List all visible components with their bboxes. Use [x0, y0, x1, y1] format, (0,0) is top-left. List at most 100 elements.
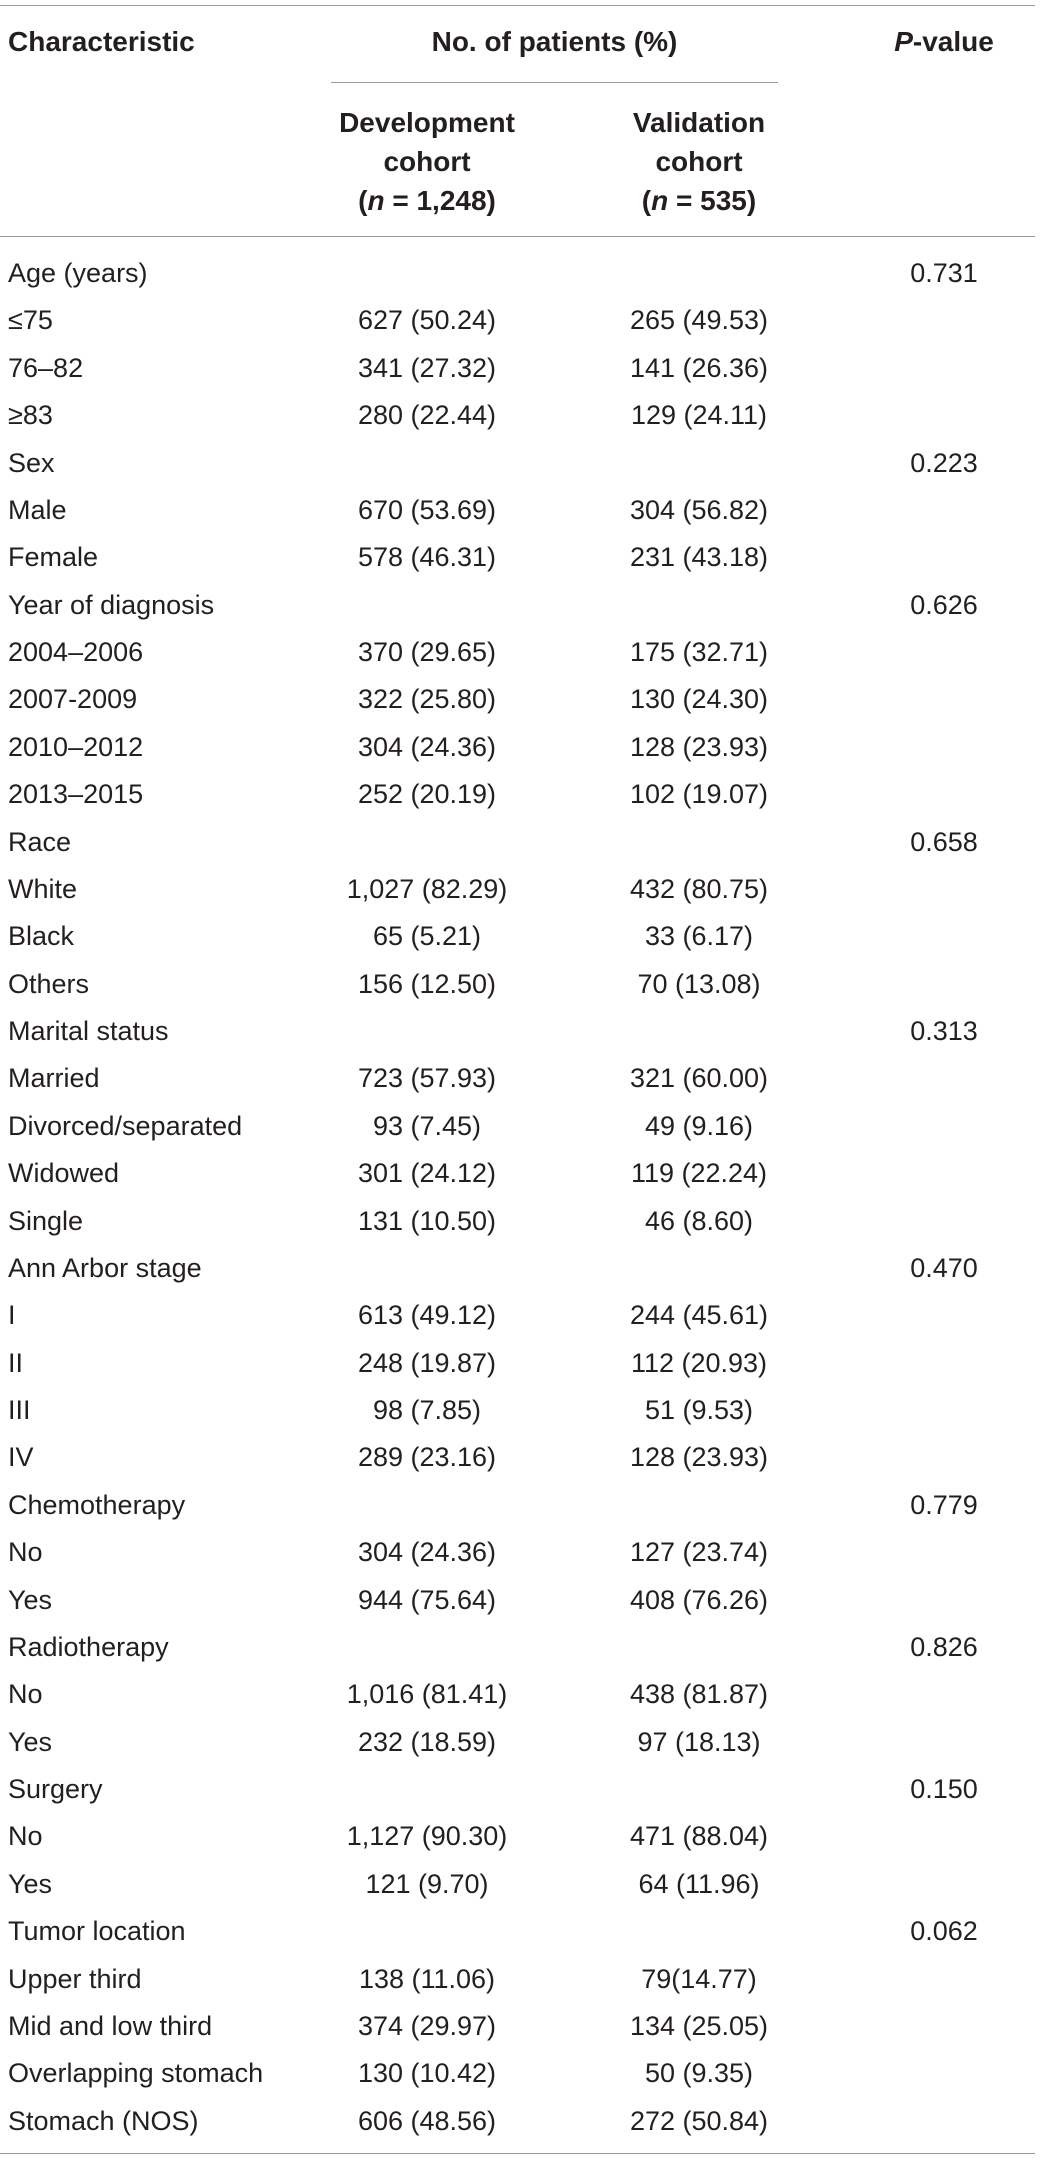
table-row: Upper third 138 (11.06) 79(14.77)	[0, 1956, 1040, 2003]
development-cohort-value: 1,127 (90.30)	[346, 1821, 508, 1852]
row-label: ≥83	[8, 400, 53, 431]
table-row: I 613 (49.12) 244 (45.61)	[0, 1292, 1040, 1339]
validation-cohort-value: 50 (9.35)	[644, 2058, 754, 2089]
header-val-n-rest: = 535)	[668, 185, 757, 216]
row-label: Year of diagnosis	[8, 589, 215, 620]
row-label: Others	[8, 968, 90, 999]
table-row: 2010–2012 304 (24.36) 128 (23.93)	[0, 724, 1040, 771]
header-dev-n: (n = 1,248)	[317, 181, 537, 220]
row-label: Single	[8, 1205, 84, 1236]
table-row: 76–82 341 (27.32) 141 (26.36)	[0, 345, 1040, 392]
development-cohort-value: 1,016 (81.41)	[346, 1679, 508, 1710]
header-patient-count-group: No. of patients (%)	[431, 26, 678, 57]
table-row: No 304 (24.36) 127 (23.74)	[0, 1529, 1040, 1576]
p-value: 0.826	[910, 1631, 978, 1662]
table-row: Single 131 (10.50) 46 (8.60)	[0, 1198, 1040, 1245]
header-p-value-italic: P	[894, 26, 913, 57]
development-cohort-value: 723 (57.93)	[357, 1063, 497, 1094]
row-label: 2013–2015	[8, 779, 144, 810]
validation-cohort-value: 128 (23.93)	[629, 731, 769, 762]
table-row: Black 65 (5.21) 33 (6.17)	[0, 913, 1040, 960]
table-row: II 248 (19.87) 112 (20.93)	[0, 1340, 1040, 1387]
validation-cohort-value: 175 (32.71)	[629, 637, 769, 667]
header-dev-n-rest: = 1,248)	[384, 185, 496, 216]
table-row: Age (years) 0.731	[0, 250, 1040, 297]
row-label: Ann Arbor stage	[8, 1252, 202, 1283]
development-cohort-value: 252 (20.19)	[357, 779, 497, 810]
development-cohort-value: 65 (5.21)	[372, 921, 482, 952]
table-row: Stomach (NOS) 606 (48.56) 272 (50.84)	[0, 2098, 1040, 2145]
development-cohort-value: 374 (29.97)	[357, 2010, 497, 2041]
validation-cohort-value: 127 (23.74)	[629, 1537, 769, 1568]
header-dev-n-var: n	[367, 185, 385, 216]
table-row: Sex 0.223	[0, 440, 1040, 487]
header-validation-cohort: Validation cohort (n = 535)	[589, 103, 809, 220]
validation-cohort-value: 304 (56.82)	[629, 494, 769, 525]
development-cohort-value: 670 (53.69)	[357, 494, 497, 525]
row-label: ≤75	[8, 305, 53, 336]
table-row: Mid and low third 374 (29.97) 134 (25.05)	[0, 2003, 1040, 2050]
table-row: 2004–2006 370 (29.65) 175 (32.71)	[0, 629, 1040, 676]
development-cohort-value: 341 (27.32)	[357, 352, 497, 383]
row-label: I	[8, 1300, 16, 1331]
table-body: Age (years) 0.731 ≤75 627 (50.24) 265 (49.53…	[0, 250, 1040, 2145]
table-row: III 98 (7.85) 51 (9.53)	[0, 1387, 1040, 1434]
validation-cohort-value: 46 (8.60)	[644, 1205, 754, 1236]
validation-cohort-value: 129 (24.11)	[630, 400, 768, 431]
table-row: No 1,016 (81.41) 438 (81.87)	[0, 1671, 1040, 1718]
row-label: 2010–2012	[8, 731, 144, 762]
row-label: White	[8, 873, 78, 904]
header-development-cohort: Development cohort (n = 1,248)	[317, 103, 537, 220]
validation-cohort-value: 141 (26.36)	[629, 352, 769, 383]
table-row: Male 670 (53.69) 304 (56.82)	[0, 487, 1040, 534]
validation-cohort-value: 134 (25.05)	[629, 2010, 769, 2041]
validation-cohort-value: 130 (24.30)	[629, 684, 769, 715]
development-cohort-value: 98 (7.85)	[372, 1395, 482, 1425]
p-value: 0.779	[910, 1489, 978, 1520]
p-value: 0.626	[910, 589, 978, 620]
header-dev-line1: Development	[339, 107, 515, 138]
header-val-n-var: n	[651, 185, 669, 216]
development-cohort-value: 156 (12.50)	[357, 968, 497, 999]
table-row: Year of diagnosis 0.626	[0, 582, 1040, 629]
development-cohort-value: 613 (49.12)	[357, 1300, 497, 1331]
development-cohort-value: 130 (10.42)	[357, 2058, 497, 2089]
table-row: Female 578 (46.31) 231 (43.18)	[0, 534, 1040, 581]
row-label: Female	[8, 542, 99, 573]
table-row: Overlapping stomach 130 (10.42) 50 (9.35)	[0, 2050, 1040, 2097]
development-cohort-value: 93 (7.45)	[372, 1110, 482, 1141]
validation-cohort-value: 432 (80.75)	[629, 873, 769, 904]
development-cohort-value: 627 (50.24)	[357, 305, 497, 336]
p-value: 0.150	[910, 1774, 978, 1804]
table-row: ≥83 280 (22.44) 129 (24.11)	[0, 392, 1040, 439]
row-label: Surgery	[8, 1774, 103, 1804]
validation-cohort-value: 265 (49.53)	[629, 305, 769, 336]
table-row: Race 0.658	[0, 819, 1040, 866]
header-val-n: (n = 535)	[589, 181, 809, 220]
development-cohort-value: 606 (48.56)	[357, 2105, 497, 2136]
row-label: Yes	[8, 1584, 53, 1615]
table-row: Tumor location 0.062	[0, 1908, 1040, 1955]
p-value: 0.062	[910, 1916, 978, 1947]
row-label: No	[8, 1679, 43, 1710]
table-row: White 1,027 (82.29) 432 (80.75)	[0, 866, 1040, 913]
header-p-value: P-value	[854, 22, 1034, 61]
development-cohort-value: 248 (19.87)	[357, 1347, 497, 1378]
validation-cohort-value: 128 (23.93)	[629, 1442, 769, 1473]
development-cohort-value: 944 (75.64)	[357, 1584, 497, 1615]
header-characteristic: Characteristic	[8, 26, 195, 57]
validation-cohort-value: 112 (20.93)	[630, 1347, 768, 1378]
table-row: ≤75 627 (50.24) 265 (49.53)	[0, 297, 1040, 344]
validation-cohort-value: 49 (9.16)	[644, 1110, 754, 1141]
row-label: 2004–2006	[8, 637, 144, 667]
header-dev-n-open: (	[358, 185, 368, 216]
header-dev-line2: cohort	[383, 146, 471, 177]
row-label: Mid and low third	[8, 2010, 213, 2041]
validation-cohort-value: 70 (13.08)	[637, 968, 761, 999]
table-row: Others 156 (12.50) 70 (13.08)	[0, 961, 1040, 1008]
table-bottom-rule	[0, 2153, 1035, 2154]
table-row: Radiotherapy 0.826	[0, 1624, 1040, 1671]
row-label: Upper third	[8, 1963, 142, 1994]
validation-cohort-value: 64 (11.96)	[638, 1868, 760, 1899]
table-row: Marital status 0.313	[0, 1008, 1040, 1055]
